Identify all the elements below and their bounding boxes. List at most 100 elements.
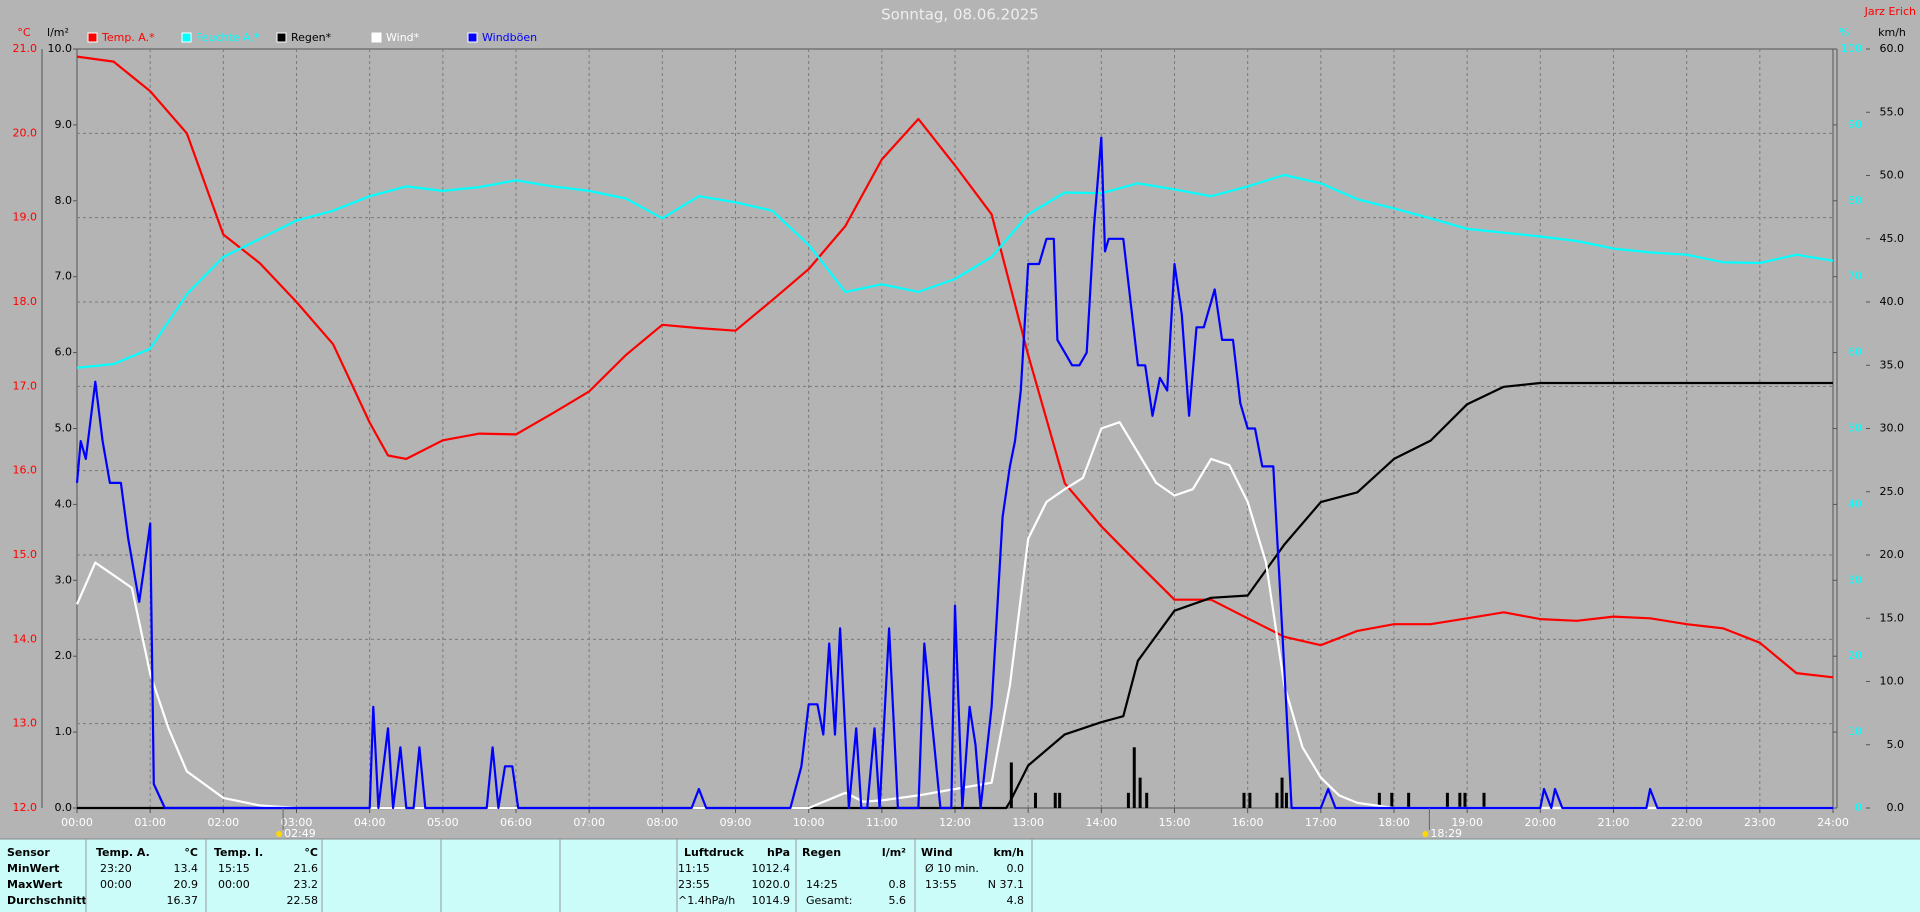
y2-tick-label: 0.0	[55, 801, 73, 814]
stats-time: 23:55	[678, 878, 710, 891]
y3-tick-label: 100	[1841, 42, 1862, 55]
chart-title: Sonntag, 08.06.2025	[881, 6, 1039, 24]
stats-value: 0.0	[1007, 862, 1025, 875]
stats-panel	[0, 839, 1920, 912]
y4-tick-label: 20.0	[1880, 548, 1905, 561]
y2-tick-label: 3.0	[55, 573, 73, 586]
y2-tick-label: 10.0	[48, 42, 73, 55]
axis-unit: °C	[17, 26, 31, 39]
sun-icon	[276, 831, 283, 837]
stats-title: Temp. A.	[96, 846, 150, 859]
x-tick-label: 09:00	[720, 816, 752, 829]
y-tick-label: 21.0	[13, 42, 38, 55]
x-tick-label: 13:00	[1012, 816, 1044, 829]
series-line	[76, 55, 1834, 679]
y2-tick-label: 8.0	[55, 194, 73, 207]
rain-bar	[1284, 792, 1288, 808]
stats-value: 1012.4	[752, 862, 791, 875]
legend-swatch	[276, 32, 287, 43]
stats-row-label: Durchschnitt	[7, 894, 87, 907]
stats-row-label: MinWert	[7, 862, 59, 875]
stats-value: 1014.9	[752, 894, 791, 907]
rain-bar	[1445, 792, 1449, 808]
rain-bar	[1138, 777, 1142, 808]
x-tick-label: 11:00	[866, 816, 898, 829]
y2-tick-label: 2.0	[55, 649, 73, 662]
stats-title: Regen	[802, 846, 841, 859]
stats-value: 22.58	[287, 894, 319, 907]
x-tick-label: 07:00	[573, 816, 605, 829]
stats-time: Ø 10 min.	[925, 862, 979, 875]
x-tick-label: 18:00	[1378, 816, 1410, 829]
x-tick-label: 14:00	[1085, 816, 1117, 829]
stats-value: 4.8	[1007, 894, 1025, 907]
y3-tick-label: 90	[1848, 118, 1862, 131]
x-tick-label: 00:00	[61, 816, 93, 829]
y-tick-label: 14.0	[13, 632, 38, 645]
y4-tick-label: 50.0	[1880, 169, 1905, 182]
y-tick-label: 13.0	[13, 717, 38, 730]
y4-tick-label: 10.0	[1880, 675, 1905, 688]
y4-tick-label: 55.0	[1880, 105, 1905, 118]
legend-swatch	[181, 32, 192, 43]
sun-marker-label: 18:29	[1430, 827, 1462, 840]
stats-unit: l/m²	[882, 846, 906, 859]
x-tick-label: 10:00	[793, 816, 825, 829]
stats-time: 23:20	[100, 862, 132, 875]
sun-marker-label: 02:49	[284, 827, 316, 840]
series-line	[76, 173, 1834, 369]
legend-label: Feuchte A.*	[196, 31, 260, 44]
stats-time: 11:15	[678, 862, 710, 875]
rain-bar	[1275, 792, 1279, 808]
legend-swatch	[371, 32, 382, 43]
y2-tick-label: 4.0	[55, 497, 73, 510]
rain-bar	[1145, 792, 1149, 808]
y2-tick-label: 5.0	[55, 422, 73, 435]
y3-tick-label: 10	[1848, 725, 1862, 738]
y3-tick-label: 60	[1848, 346, 1862, 359]
x-tick-label: 22:00	[1671, 816, 1703, 829]
x-tick-label: 21:00	[1598, 816, 1630, 829]
y3-tick-label: 30	[1848, 573, 1862, 586]
stats-title: Luftdruck	[684, 846, 745, 859]
y3-tick-label: 40	[1848, 497, 1862, 510]
rain-bar	[1280, 777, 1284, 808]
rain-bar	[1009, 762, 1013, 808]
y3-tick-label: 80	[1848, 194, 1862, 207]
legend-label: Wind*	[386, 31, 420, 44]
stats-value: 1020.0	[752, 878, 791, 891]
series-line	[75, 421, 1833, 810]
y3-tick-label: 20	[1848, 649, 1862, 662]
legend-swatch	[87, 32, 98, 43]
stats-row-label: Sensor	[7, 846, 50, 859]
y4-tick-label: 0.0	[1887, 801, 1905, 814]
axis-unit: %	[1839, 26, 1849, 39]
axis-unit: km/h	[1878, 26, 1906, 39]
x-tick-label: 05:00	[427, 816, 459, 829]
rain-bar	[1058, 792, 1062, 808]
y4-tick-label: 25.0	[1880, 485, 1905, 498]
y3-tick-label: 0	[1855, 801, 1862, 814]
series-line	[75, 136, 1833, 810]
stats-value: 23.2	[294, 878, 319, 891]
rain-bar	[1377, 792, 1381, 808]
rain-bar	[1463, 792, 1467, 808]
y3-tick-label: 50	[1848, 422, 1862, 435]
stats-value: 5.6	[889, 894, 907, 907]
x-tick-label: 20:00	[1524, 816, 1556, 829]
stats-time: 00:00	[218, 878, 250, 891]
y4-tick-label: 60.0	[1880, 42, 1905, 55]
y4-tick-label: 15.0	[1880, 611, 1905, 624]
x-tick-label: 23:00	[1744, 816, 1776, 829]
y-tick-label: 16.0	[13, 464, 38, 477]
stats-unit: °C	[184, 846, 198, 859]
y2-tick-label: 7.0	[55, 270, 73, 283]
y3-tick-label: 70	[1848, 270, 1862, 283]
y4-tick-label: 30.0	[1880, 422, 1905, 435]
y-tick-label: 12.0	[13, 801, 38, 814]
legend-swatch	[467, 32, 478, 43]
author: Jarz Erich	[1864, 5, 1916, 18]
stats-value: 20.9	[174, 878, 199, 891]
rain-bar	[1482, 792, 1486, 808]
x-tick-label: 04:00	[354, 816, 386, 829]
